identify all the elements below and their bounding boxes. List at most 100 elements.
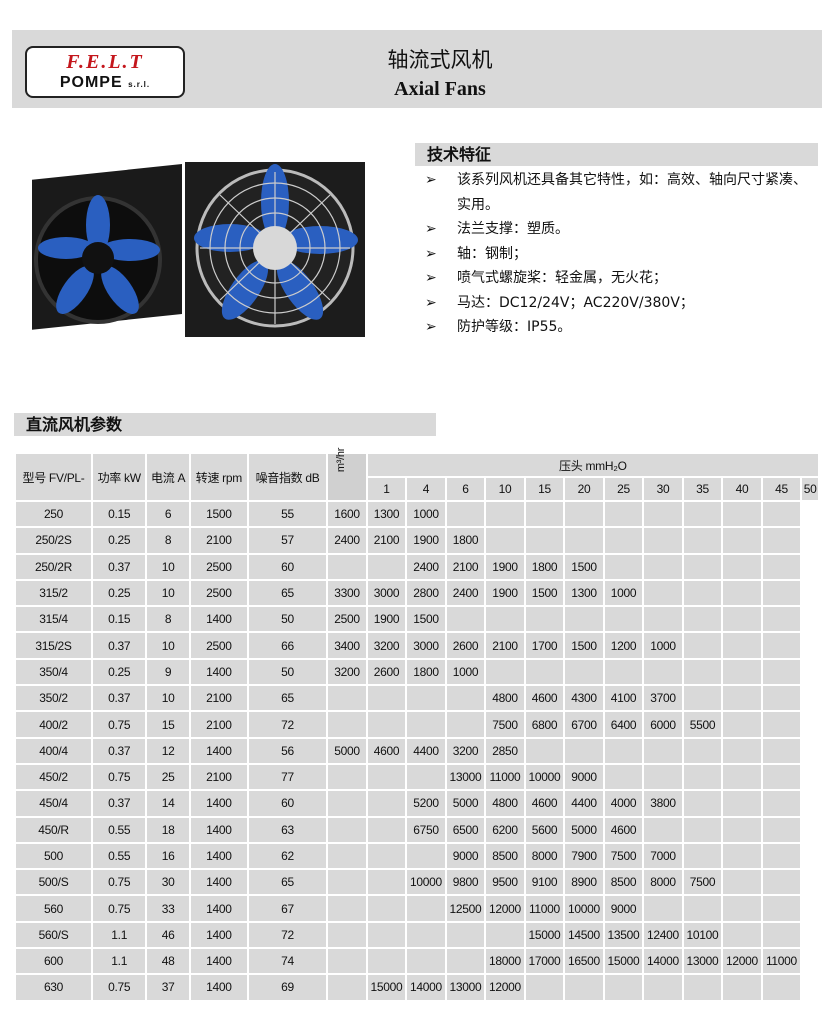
- spec-cell: 250: [14, 499, 93, 529]
- spec-cell: 450/2: [14, 762, 93, 792]
- flow-cell: 10000: [563, 894, 605, 923]
- flow-cell: 5200: [405, 789, 447, 818]
- arrow-right-icon: ➢: [425, 319, 437, 335]
- flow-cell: [365, 684, 408, 713]
- flow-cell: [721, 894, 763, 923]
- flow-unit: m³/hr: [335, 447, 348, 473]
- spec-cell: 400/4: [14, 736, 93, 765]
- flow-cell: [681, 684, 724, 713]
- flow-cell: 6000: [642, 710, 684, 739]
- flow-cell: [523, 526, 566, 555]
- spec-cell: 0.25: [90, 578, 148, 608]
- flow-cell: 4800: [484, 684, 526, 713]
- spec-cell: 250/2R: [14, 552, 93, 581]
- flow-cell: [721, 578, 763, 608]
- flow-cell: [721, 973, 763, 1002]
- flow-cell: [721, 499, 763, 529]
- spec-cell: 500/S: [14, 868, 93, 897]
- flow-cell: 6500: [444, 815, 487, 844]
- flow-cell: 6700: [563, 710, 605, 739]
- flow-cell: [563, 973, 605, 1002]
- flow-cell: [326, 841, 368, 871]
- flow-cell: [602, 526, 645, 555]
- flow-cell: 3700: [642, 684, 684, 713]
- flow-cell: 12000: [484, 894, 526, 923]
- flow-cell: [365, 894, 408, 923]
- flow-cell: 13000: [681, 947, 724, 976]
- flow-cell: 15000: [523, 920, 566, 950]
- flow-cell: [405, 762, 447, 792]
- flow-cell: 4600: [365, 736, 408, 765]
- flow-cell: [721, 710, 763, 739]
- spec-cell: 10: [145, 631, 191, 660]
- arrow-right-icon: ➢: [425, 270, 437, 286]
- spec-cell: 1400: [188, 657, 249, 687]
- flow-cell: 9000: [563, 762, 605, 792]
- flow-cell: 9800: [444, 868, 487, 897]
- flow-cell: 3000: [365, 578, 408, 608]
- flow-cell: 9000: [602, 894, 645, 923]
- flow-cell: 4300: [563, 684, 605, 713]
- spec-cell: 0.37: [90, 552, 148, 581]
- pressure-column-header: 6: [444, 476, 487, 502]
- flow-cell: 8500: [484, 841, 526, 871]
- spec-cell: 400/2: [14, 710, 93, 739]
- flow-cell: 3400: [326, 631, 368, 660]
- section-title: 直流风机参数: [14, 413, 436, 436]
- flow-cell: 10100: [681, 920, 724, 950]
- flow-cell: 1800: [405, 657, 447, 687]
- spec-cell: 50: [246, 657, 329, 687]
- logo-brand: F.E.L.T: [66, 51, 144, 73]
- flow-cell: [681, 657, 724, 687]
- spec-cell: 0.75: [90, 868, 148, 897]
- spec-cell: 10: [145, 684, 191, 713]
- spec-cell: 560/S: [14, 920, 93, 950]
- spec-cell: 1400: [188, 920, 249, 950]
- spec-cell: 0.37: [90, 736, 148, 765]
- spec-cell: 500: [14, 841, 93, 871]
- spec-cell: 0.37: [90, 631, 148, 660]
- flow-cell: [523, 657, 566, 687]
- flow-cell: 12000: [721, 947, 763, 976]
- flow-cell: 4400: [405, 736, 447, 765]
- spec-cell: 1400: [188, 605, 249, 634]
- flow-cell: [602, 736, 645, 765]
- flow-cell: 14500: [563, 920, 605, 950]
- spec-cell: 25: [145, 762, 191, 792]
- flow-cell: [326, 815, 368, 844]
- flow-cell: [681, 973, 724, 1002]
- flow-cell: [642, 762, 684, 792]
- spec-cell: 1400: [188, 868, 249, 897]
- arrow-right-icon: ➢: [425, 221, 437, 237]
- table-row: 500 0.55 16 1400 62 9000 8500 8000 7900 7500 7000: [14, 841, 819, 871]
- pressure-header: 压头 mmH₂O: [365, 452, 821, 478]
- spec-cell: 69: [246, 973, 329, 1002]
- spec-cell: 2500: [188, 631, 249, 660]
- spec-cell: 56: [246, 736, 329, 765]
- flow-cell: [326, 947, 368, 976]
- spec-cell: 560: [14, 894, 93, 923]
- flow-cell: 1000: [405, 499, 447, 529]
- flow-cell: [760, 920, 803, 950]
- flow-cell: [721, 815, 763, 844]
- feature-item: ➢ 马达：DC12/24V；AC220V/380V；: [425, 291, 820, 316]
- flow-cell: 1900: [365, 605, 408, 634]
- flow-cell: 4800: [484, 789, 526, 818]
- column-header: 噪音指数 dB: [246, 452, 329, 502]
- flow-cell: [681, 762, 724, 792]
- flow-cell: 2600: [444, 631, 487, 660]
- flow-cell: [326, 789, 368, 818]
- flow-cell: 7900: [563, 841, 605, 871]
- spec-cell: 77: [246, 762, 329, 792]
- flow-cell: 1500: [563, 552, 605, 581]
- spec-cell: 315/4: [14, 605, 93, 634]
- table-row: 315/2S 0.37 10 2500 66 3400 3200 3000 2600 2100 17…: [14, 631, 819, 660]
- spec-cell: 9: [145, 657, 191, 687]
- flow-cell: 3800: [642, 789, 684, 818]
- flow-cell: 16500: [563, 947, 605, 976]
- flow-cell: 3000: [405, 631, 447, 660]
- flow-cell: 5000: [444, 789, 487, 818]
- column-header: 转速 rpm: [188, 452, 249, 502]
- flow-cell: 7500: [484, 710, 526, 739]
- flow-cell: [523, 499, 566, 529]
